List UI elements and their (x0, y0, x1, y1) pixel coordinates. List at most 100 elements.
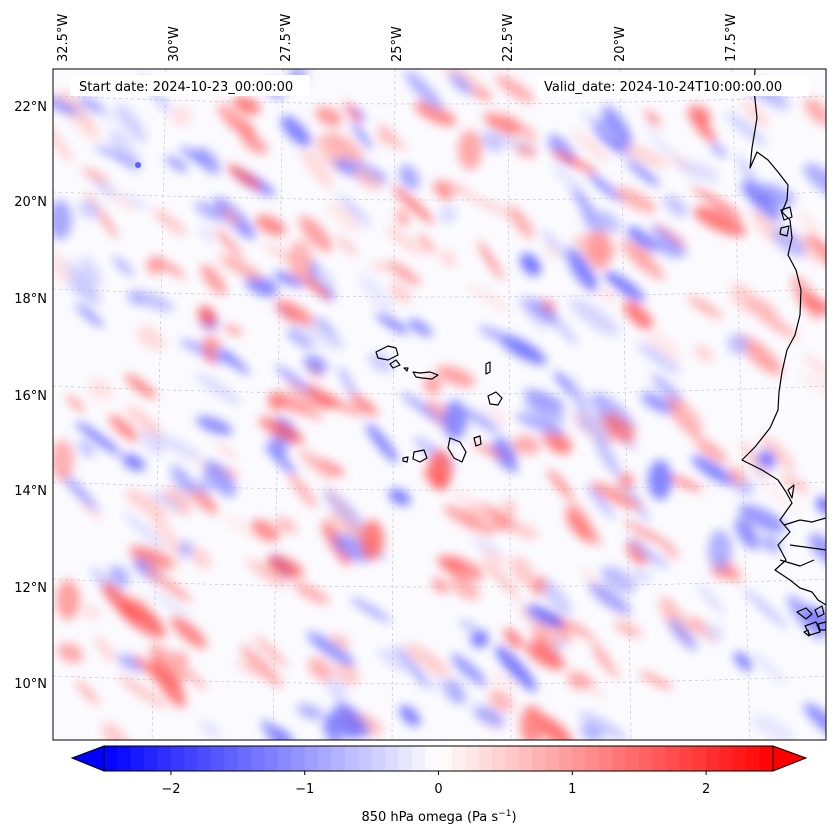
omega-contour-patch (195, 147, 221, 175)
colorbar-tick-label: 1 (568, 782, 576, 797)
colorbar-cell (277, 746, 292, 771)
omega-contour-patch (663, 194, 688, 218)
omega-contour-patch (108, 414, 139, 442)
omega-contour-patch (414, 101, 457, 126)
omega-contour-patch (334, 701, 370, 738)
omega-contour-patch (53, 247, 73, 284)
omega-contour-patch (298, 448, 335, 480)
lon-label-25w: 25°W (390, 26, 405, 62)
latitude-labels: 22°N 20°N 18°N 16°N 14°N 12°N 10°N (14, 100, 47, 692)
omega-contour-patch (665, 474, 703, 492)
omega-contour-patch (595, 210, 621, 233)
omega-contour-patch (733, 651, 753, 671)
omega-contour-patch (77, 96, 105, 113)
omega-contour-patch (117, 675, 168, 709)
omega-contour-patch (565, 247, 598, 292)
colorbar-cell (331, 746, 346, 771)
omega-contour-patch (727, 333, 749, 355)
colorbar-cell (759, 746, 774, 771)
omega-contour-patch (349, 392, 379, 416)
colorbar-cell (371, 746, 386, 771)
gridline-lat-18n (53, 288, 826, 298)
omega-contour-patch (515, 295, 547, 334)
fogo-island (412, 449, 428, 463)
omega-contour-patch (75, 421, 122, 456)
omega-contour-patch (483, 130, 537, 152)
omega-contour-patch (126, 293, 145, 306)
colorbar-tick-label: −1 (295, 782, 314, 797)
gridline-lat-12n (53, 578, 826, 588)
omega-contour-patch (388, 282, 412, 304)
omega-contour-patch (199, 224, 215, 245)
omega-contour-patch (325, 132, 364, 163)
omega-contour-patch (53, 119, 74, 163)
omega-contour-patch (92, 176, 117, 198)
omega-contour-patch (495, 645, 537, 692)
coast-island-north-1 (780, 206, 793, 221)
omega-contour-patch (525, 604, 564, 628)
omega-contour-patch (704, 623, 725, 642)
lat-label-12n: 12°N (14, 581, 47, 596)
omega-contour-patch (274, 517, 297, 534)
omega-contour-patch (217, 347, 250, 375)
omega-contour-patch (691, 455, 735, 486)
omega-contour-patch (799, 295, 826, 315)
omega-contour-patch (56, 467, 99, 512)
omega-contour-patch (255, 214, 287, 236)
omega-contour-patch (386, 260, 421, 286)
colorbar-cell (746, 746, 761, 771)
gridline-lat-16n (53, 385, 826, 395)
omega-contour-patch (343, 101, 362, 124)
omega-contour-patch (223, 324, 243, 336)
omega-contour-patch (469, 195, 514, 218)
coast-island-north-2 (779, 225, 790, 237)
omega-contour-patch (663, 547, 680, 559)
colorbar-cell (599, 746, 614, 771)
omega-contour-patch (385, 225, 424, 256)
omega-contour-patch (275, 300, 315, 329)
omega-contour-patch (600, 566, 636, 594)
colorbar-cell (532, 746, 547, 771)
omega-contour-patch (637, 341, 681, 375)
omega-strong-feature (520, 705, 544, 740)
omega-contour-patch (472, 89, 492, 100)
omega-contour-patch (473, 705, 505, 727)
omega-contour-patch (137, 325, 165, 350)
omega-contour-patch (398, 705, 421, 727)
omega-contour-patch (464, 512, 478, 526)
omega-contour-patch (417, 233, 435, 254)
colorbar-cell (358, 746, 373, 771)
omega-contour-patch (117, 654, 144, 672)
omega-contour-patch (687, 104, 711, 125)
colorbar-cell (665, 746, 680, 771)
gridline-lon-30w (151, 69, 167, 740)
omega-contour-patch (122, 453, 146, 471)
omega-contour-patch (305, 384, 331, 410)
colorbar-cell (652, 746, 667, 771)
sao-vicente-island (389, 359, 401, 369)
start-date-text: Start date: 2024-10-23_00:00:00 (79, 80, 293, 95)
omega-contour-patch (485, 406, 509, 426)
omega-contour-patch (760, 535, 782, 553)
omega-contour-patch (190, 547, 211, 569)
omega-contour-patch (470, 630, 489, 648)
gridline-lat-14n (53, 481, 826, 491)
colorbar-cell (492, 746, 506, 771)
omega-contour-patch (358, 272, 395, 317)
lon-label-22-5w: 22.5°W (501, 14, 516, 62)
omega-contour-patch (75, 303, 104, 328)
colorbar-cell (679, 746, 694, 771)
sao-nicolau-island (412, 371, 439, 380)
omega-contour-patch (730, 283, 757, 314)
omega-contour-patch (572, 129, 610, 163)
omega-contour-patch (541, 580, 572, 616)
omega-contour-patch (322, 720, 342, 740)
omega-contour-patch (796, 371, 826, 400)
omega-contour-patch (650, 225, 688, 257)
omega-field (53, 69, 826, 740)
omega-contour-patch (66, 395, 85, 412)
omega-contour-patch (221, 514, 258, 538)
omega-contour-patch (451, 488, 494, 526)
omega-contour-patch (710, 141, 727, 158)
